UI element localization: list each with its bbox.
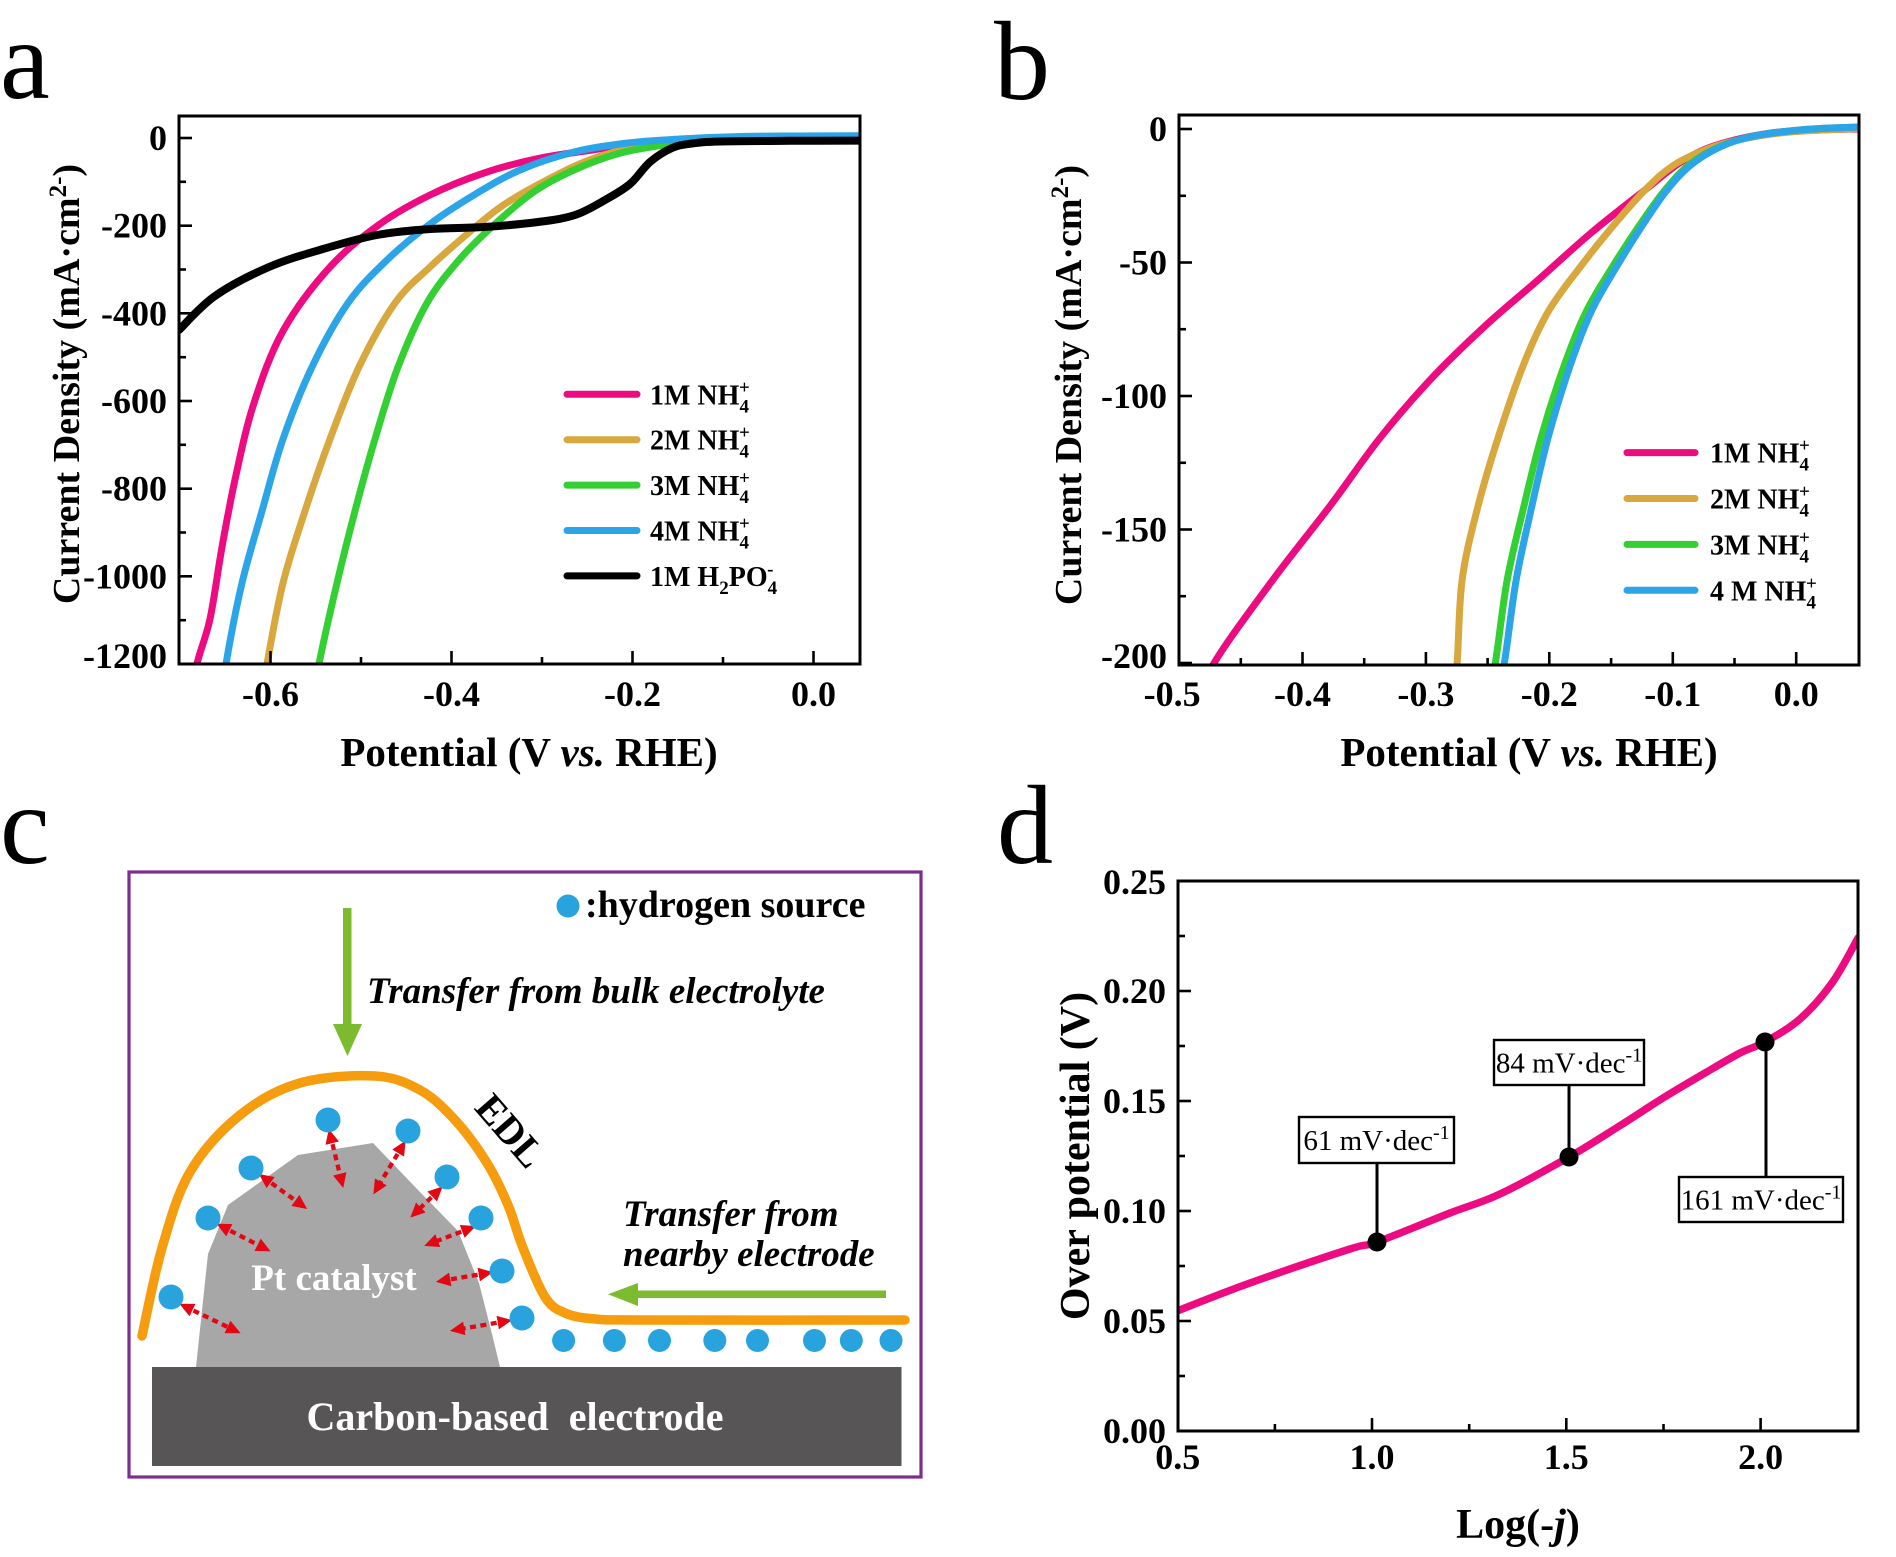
svg-text:0.15: 0.15 [1103, 1081, 1166, 1121]
svg-text:-0.3: -0.3 [1397, 674, 1454, 714]
svg-text:1M NH4+: 1M NH4+ [650, 377, 750, 417]
svg-text:-0.4: -0.4 [1274, 674, 1331, 714]
svg-text:-0.2: -0.2 [604, 674, 661, 714]
svg-text:Current Density (mA·cm2-): Current Density (mA·cm2-) [45, 164, 88, 604]
svg-text:2M NH4+: 2M NH4+ [1710, 482, 1810, 522]
svg-text:-0.5: -0.5 [1144, 674, 1201, 714]
svg-text:-0.4: -0.4 [423, 674, 480, 714]
svg-text:0.25: 0.25 [1103, 862, 1166, 902]
svg-text:-200: -200 [101, 206, 167, 246]
svg-text:-0.1: -0.1 [1644, 674, 1701, 714]
svg-text:-800: -800 [101, 469, 167, 509]
svg-text:0: 0 [1149, 109, 1167, 149]
svg-text:2.0: 2.0 [1738, 1437, 1783, 1477]
svg-text:2M NH4+: 2M NH4+ [650, 423, 750, 463]
svg-text:-400: -400 [101, 293, 167, 333]
svg-text:-200: -200 [1101, 636, 1167, 676]
svg-text:4M NH4+: 4M NH4+ [650, 514, 750, 554]
svg-text:d: d [997, 764, 1053, 888]
svg-text:-1200: -1200 [83, 636, 167, 676]
svg-text:1M H2PO4-: 1M H2PO4- [650, 559, 778, 599]
svg-text:Potential (V vs. RHE): Potential (V vs. RHE) [1340, 729, 1717, 775]
svg-text:a: a [0, 0, 50, 123]
svg-text:Pt catalyst: Pt catalyst [251, 1258, 417, 1299]
svg-text:-150: -150 [1101, 510, 1167, 550]
svg-text:Transfer from: Transfer from [623, 1194, 839, 1235]
svg-text:-50: -50 [1119, 243, 1167, 283]
svg-text::hydrogen source: :hydrogen source [585, 884, 865, 926]
svg-text:Current Density (mA·cm2-): Current Density (mA·cm2-) [1047, 165, 1090, 605]
svg-text:0.20: 0.20 [1103, 971, 1166, 1011]
svg-text:0: 0 [149, 118, 167, 158]
svg-text:-100: -100 [1101, 376, 1167, 416]
svg-text:0.0: 0.0 [1774, 674, 1819, 714]
svg-text:b: b [994, 0, 1050, 124]
svg-text:Over potential (V): Over potential (V) [1053, 992, 1099, 1320]
svg-text:84 mV·dec-1: 84 mV·dec-1 [1496, 1045, 1642, 1080]
svg-text:0.5: 0.5 [1155, 1437, 1200, 1477]
svg-text:1.5: 1.5 [1544, 1437, 1589, 1477]
svg-text:0.10: 0.10 [1103, 1191, 1166, 1231]
svg-text:161 mV·dec-1: 161 mV·dec-1 [1681, 1182, 1842, 1217]
svg-text:0.00: 0.00 [1103, 1411, 1166, 1451]
svg-text:-600: -600 [101, 381, 167, 421]
svg-text:1M NH4+: 1M NH4+ [1710, 436, 1810, 476]
svg-text:1.0: 1.0 [1350, 1437, 1395, 1477]
svg-text:Transfer from bulk electrolyte: Transfer from bulk electrolyte [367, 971, 825, 1012]
svg-text:-1000: -1000 [83, 556, 167, 596]
svg-text:nearby electrode: nearby electrode [623, 1234, 875, 1275]
svg-text:0.0: 0.0 [791, 674, 836, 714]
svg-text:4 M NH4+: 4 M NH4+ [1710, 573, 1817, 613]
svg-text:3M NH4+: 3M NH4+ [1710, 527, 1810, 567]
svg-text:Potential (V vs. RHE): Potential (V vs. RHE) [340, 729, 717, 775]
svg-text:c: c [0, 764, 50, 888]
svg-text:-0.6: -0.6 [242, 674, 299, 714]
svg-text:Log(-j): Log(-j) [1456, 1502, 1580, 1548]
svg-text:61 mV·dec-1: 61 mV·dec-1 [1303, 1122, 1449, 1157]
svg-text:Carbon-based electrode: Carbon-based electrode [307, 1394, 724, 1439]
svg-text:3M NH4+: 3M NH4+ [650, 468, 750, 508]
svg-text:-0.2: -0.2 [1521, 674, 1578, 714]
svg-text:0.05: 0.05 [1103, 1301, 1166, 1341]
